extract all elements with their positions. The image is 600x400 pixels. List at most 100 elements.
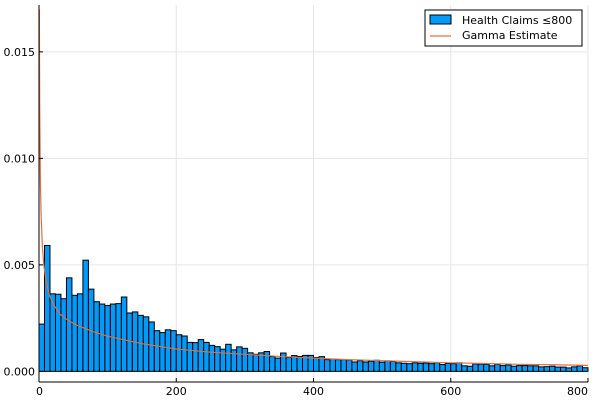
x-tick-label: 200 (166, 385, 187, 398)
histogram-bar (54, 293, 62, 372)
tick-labels: 0 200 400 600 800 0.000 0.005 0.010 0.015 (4, 46, 589, 398)
y-tick-label: 0.015 (4, 46, 36, 59)
histogram-bar (269, 356, 276, 372)
histogram-bar (362, 361, 369, 372)
histogram-bar (323, 359, 331, 372)
histogram-bar (82, 259, 89, 372)
histogram-bar (488, 365, 496, 372)
histogram-bar (263, 351, 271, 372)
histogram-bar (170, 330, 177, 372)
gamma-estimate-line (38, 9, 589, 366)
histogram-bar (444, 362, 452, 372)
x-tick-label: 800 (567, 385, 588, 398)
histogram-bar (527, 365, 534, 372)
histogram-bar (499, 365, 507, 372)
histogram-bar (461, 365, 468, 372)
histogram-bar (389, 361, 397, 372)
histogram-bar (71, 294, 78, 372)
histogram-bar (406, 363, 413, 372)
histogram-bar (521, 365, 529, 372)
histogram-bar (450, 363, 457, 372)
histogram-bar (208, 344, 216, 372)
histogram-bar (313, 357, 320, 372)
gamma-line-layer (38, 9, 589, 366)
histogram-bar (175, 334, 183, 372)
histogram-bar (164, 329, 172, 372)
histogram-bar (214, 346, 221, 372)
histogram-bar (367, 360, 375, 372)
histogram-bar (192, 342, 199, 372)
histogram-bar (115, 303, 122, 372)
histogram-bar (378, 361, 386, 372)
histogram-bar (181, 335, 188, 372)
histogram-bar (274, 357, 282, 372)
histogram-bar (38, 323, 45, 372)
histogram-bar (93, 301, 100, 372)
histogram-bar (120, 296, 128, 372)
histogram-bar (98, 303, 106, 372)
y-tick-label: 0.010 (4, 152, 36, 165)
histogram-bar (455, 362, 463, 372)
legend-label-gamma: Gamma Estimate (462, 29, 558, 42)
histogram-bar (505, 364, 512, 372)
histogram-bar (159, 332, 166, 372)
histogram-bar (554, 366, 562, 372)
axes (38, 5, 589, 383)
legend-label-histogram: Health Claims ≤800 (462, 14, 572, 27)
y-tick-label: 0.005 (4, 259, 36, 272)
histogram-bar (291, 355, 298, 372)
histogram-bar (241, 347, 249, 372)
histogram-bar (340, 359, 347, 372)
histogram-bar (532, 365, 540, 372)
y-tick-label: 0.000 (4, 365, 36, 378)
histogram-bar (236, 346, 243, 372)
histogram-bar (439, 364, 446, 372)
histogram-bar (571, 366, 578, 372)
histogram-bar (345, 359, 353, 372)
histogram-bar (351, 361, 358, 372)
histogram-bar (494, 363, 501, 372)
histogram-bar (538, 366, 545, 372)
histogram-bar (422, 362, 430, 372)
histogram-bar (395, 362, 402, 372)
histogram-bar (543, 366, 551, 372)
histogram-bar (510, 365, 518, 372)
legend-swatch-histogram (429, 14, 452, 25)
histogram-bar (549, 365, 556, 372)
histogram-bar (296, 355, 304, 372)
histogram-bar (466, 365, 474, 372)
histogram-bar (373, 359, 380, 372)
histogram-bar (126, 312, 133, 372)
histogram-bar (329, 358, 336, 372)
histogram-bar (417, 362, 424, 372)
x-tick-label: 400 (303, 385, 324, 398)
histogram-bar (225, 343, 232, 372)
histogram-bar (60, 298, 67, 372)
histogram-bar (356, 360, 364, 372)
histogram-bar (477, 363, 485, 372)
histogram-bar (400, 362, 408, 372)
histogram-bar (560, 366, 567, 372)
x-tick-label: 0 (36, 385, 43, 398)
histogram-bar (203, 341, 210, 372)
histogram-bar (334, 359, 342, 372)
histogram-bar (153, 330, 161, 372)
histogram-bar (280, 352, 287, 372)
histogram-bar (285, 357, 293, 372)
histogram-bar (43, 244, 51, 372)
histogram-bar (433, 362, 441, 372)
histogram-bar (384, 360, 391, 372)
histogram-bar (65, 277, 73, 372)
histogram-bar (247, 352, 254, 372)
histogram-bar (186, 341, 194, 372)
legend: Health Claims ≤800 Gamma Estimate (424, 9, 583, 47)
histogram-bar (76, 293, 84, 372)
histogram-bar (576, 365, 584, 372)
histogram-bar (148, 321, 155, 372)
histogram-bar (565, 367, 573, 372)
histogram-bar (104, 305, 111, 372)
histogram-bar (411, 362, 419, 372)
histogram-bar (483, 363, 490, 372)
histogram-bar (582, 367, 589, 372)
